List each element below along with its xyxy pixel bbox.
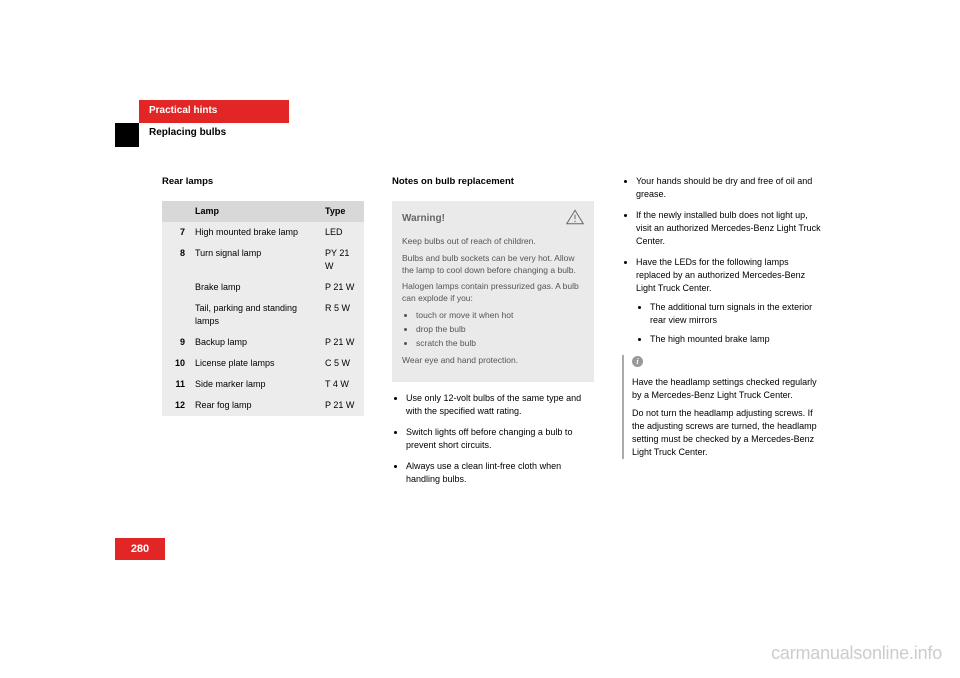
table-row: Brake lampP 21 W: [162, 277, 364, 298]
table-row: 10License plate lampsC 5 W: [162, 353, 364, 374]
warning-p3: Halogen lamps contain pressurized gas. A…: [402, 281, 584, 305]
header-subtitle: Replacing bulbs: [149, 127, 226, 138]
warning-p1: Keep bulbs out of reach of children.: [402, 236, 584, 248]
rear-lamps-heading: Rear lamps: [162, 175, 364, 189]
warning-title: Warning!: [402, 212, 445, 226]
warning-bullet: touch or move it when hot: [416, 310, 584, 322]
watermark: carmanualsonline.info: [771, 643, 942, 664]
col2-bullet-list: Use only 12-volt bulbs of the same type …: [392, 392, 594, 486]
list-item: Switch lights off before changing a bulb…: [406, 426, 594, 452]
warning-bullet: drop the bulb: [416, 324, 584, 336]
table-row: 12Rear fog lampP 21 W: [162, 395, 364, 416]
notes-heading: Notes on bulb replacement: [392, 175, 594, 189]
table-header-lamp: Lamp: [190, 201, 320, 222]
page-number: 280: [131, 543, 149, 555]
table-row: 8Turn signal lampPY 21 W: [162, 243, 364, 277]
warning-p4: Wear eye and hand protection.: [402, 355, 584, 367]
header-black-square: [115, 123, 139, 147]
list-item: Always use a clean lint-free cloth when …: [406, 460, 594, 486]
column-2: Notes on bulb replacement Warning! Keep …: [392, 175, 594, 494]
col3-sub-bullet-list: The additional turn signals in the exter…: [636, 301, 824, 346]
warning-bullet-list: touch or move it when hot drop the bulb …: [402, 310, 584, 350]
table-row: 7High mounted brake lampLED: [162, 222, 364, 243]
page-number-tab: 280: [115, 538, 165, 560]
rear-lamps-table: Lamp Type 7High mounted brake lampLED 8T…: [162, 201, 364, 417]
list-item: Have the LEDs for the following lamps re…: [636, 256, 824, 346]
header-category-text: Practical hints: [149, 105, 217, 116]
info-p1: Have the headlamp settings checked regul…: [632, 376, 824, 402]
page: Practical hints Replacing bulbs Rear lam…: [0, 0, 960, 678]
column-1: Rear lamps Lamp Type 7High mounted brake…: [162, 175, 364, 494]
col3-bullet-list: Your hands should be dry and free of oil…: [622, 175, 824, 347]
list-item: If the newly installed bulb does not lig…: [636, 209, 824, 248]
list-item: Your hands should be dry and free of oil…: [636, 175, 824, 201]
list-item-text: Have the LEDs for the following lamps re…: [636, 257, 805, 293]
warning-p2: Bulbs and bulb sockets can be very hot. …: [402, 253, 584, 277]
list-item: The high mounted brake lamp: [650, 333, 824, 346]
warning-bullet: scratch the bulb: [416, 338, 584, 350]
table-header-type: Type: [320, 201, 364, 222]
header-category-tab: Practical hints: [139, 100, 289, 123]
warning-triangle-icon: [566, 209, 584, 230]
warning-box: Warning! Keep bulbs out of reach of chil…: [392, 201, 594, 382]
list-item: Use only 12-volt bulbs of the same type …: [406, 392, 594, 418]
list-item: The additional turn signals in the exter…: [650, 301, 824, 327]
table-header-blank: [162, 201, 190, 222]
table-row: 11Side marker lampT 4 W: [162, 374, 364, 395]
table-row: 9Backup lampP 21 W: [162, 332, 364, 353]
column-3: Your hands should be dry and free of oil…: [622, 175, 824, 494]
content-columns: Rear lamps Lamp Type 7High mounted brake…: [162, 175, 824, 494]
table-row: Tail, parking and standing lampsR 5 W: [162, 298, 364, 332]
warning-header: Warning!: [402, 209, 584, 230]
info-icon: i: [632, 356, 643, 367]
info-box: i Have the headlamp settings checked reg…: [622, 355, 824, 460]
info-p2: Do not turn the headlamp adjusting screw…: [632, 407, 824, 459]
